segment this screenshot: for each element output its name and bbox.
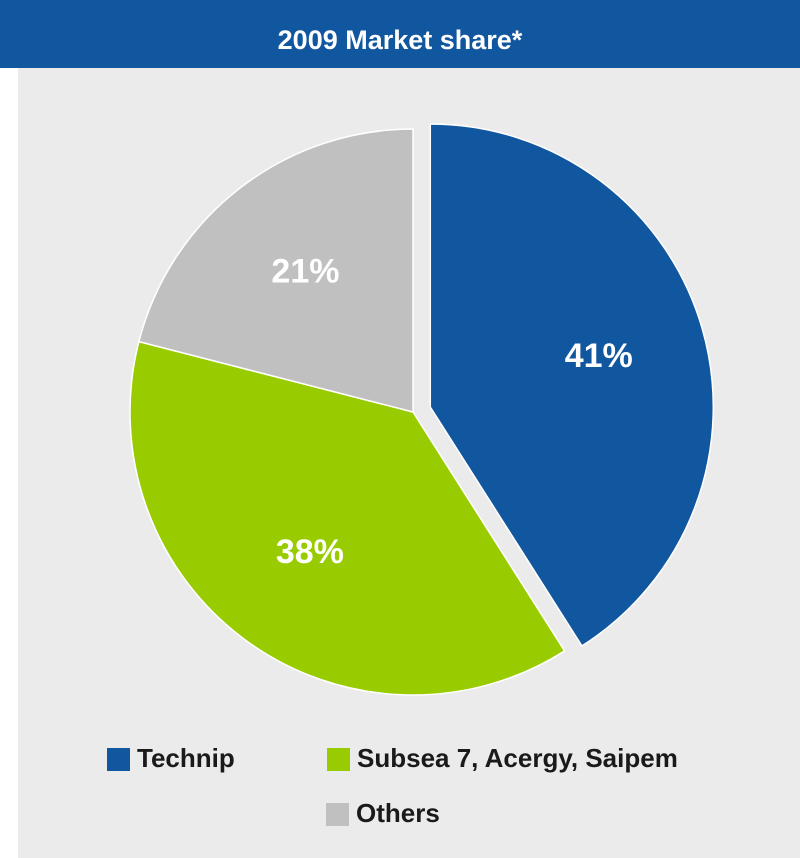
legend-label: Others xyxy=(356,798,440,828)
data-label: 38% xyxy=(276,533,344,571)
data-label: 21% xyxy=(271,252,339,290)
legend-label: Subsea 7, Acergy, Saipem xyxy=(357,743,678,773)
data-label: 41% xyxy=(565,337,633,375)
pie-slice xyxy=(137,128,414,413)
legend-swatch xyxy=(327,748,350,771)
legend-swatch xyxy=(107,748,130,771)
legend-swatch xyxy=(326,803,349,826)
header-bar xyxy=(0,0,800,68)
legend-label: Technip xyxy=(137,743,235,773)
pie-slice xyxy=(129,340,566,696)
chart-title: 2009 Market share* xyxy=(278,25,523,55)
pie-slice xyxy=(429,123,715,647)
